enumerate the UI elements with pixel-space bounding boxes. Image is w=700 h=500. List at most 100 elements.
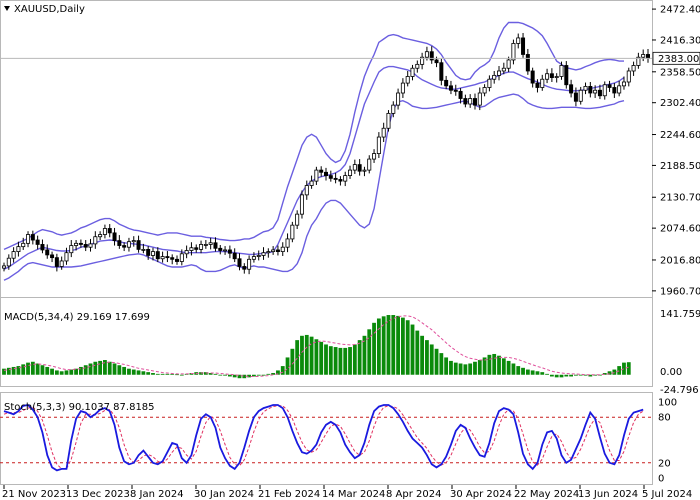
macd-bar (405, 320, 410, 375)
macd-bar (425, 340, 429, 375)
macd-bar (617, 366, 622, 375)
macd-bar (54, 370, 59, 375)
candle-up (11, 251, 16, 259)
candle-down (227, 249, 232, 254)
macd-bar (40, 365, 45, 375)
candle-down (218, 247, 223, 251)
bollinger-lower-line (3, 93, 625, 281)
stochastic-panel[interactable] (0, 404, 652, 472)
price-tick-label: 2188.50 (660, 161, 700, 172)
macd-bar (338, 347, 343, 375)
stochastic-tick-label: 80 (658, 413, 671, 424)
candle-up (285, 238, 290, 248)
price-tick-label: 2416.30 (660, 35, 700, 46)
candle-down (54, 257, 59, 267)
macd-bar (434, 348, 439, 375)
macd-bar (208, 373, 213, 375)
macd-bar (50, 368, 54, 375)
price-tick-label: 2130.70 (660, 193, 700, 204)
macd-bar (511, 363, 516, 375)
macd-bar (521, 367, 525, 375)
macd-title: MACD(5,34,4) 29.169 17.699 (4, 312, 150, 323)
macd-bar (449, 360, 453, 375)
stochastic-axis: 100 80 20 0 (658, 398, 677, 485)
macd-bar (179, 374, 184, 376)
macd-bar (525, 369, 530, 375)
candle-up (636, 56, 641, 66)
macd-bar (276, 370, 280, 375)
macd-bar (607, 371, 612, 375)
macd-bar (64, 370, 69, 375)
candle-up (304, 185, 309, 196)
macd-bar (112, 363, 117, 375)
candle-up (497, 70, 502, 76)
candle-up (59, 260, 64, 267)
candle-down (607, 84, 612, 88)
candle-up (578, 89, 583, 102)
macd-bar (213, 373, 218, 375)
macd-bar (400, 317, 405, 375)
candle-down (45, 249, 50, 256)
macd-bar (549, 374, 554, 377)
macd-bar (170, 373, 175, 375)
candle-up (21, 242, 26, 248)
candle-up (290, 224, 295, 240)
candle-up (314, 169, 319, 182)
candle-down (429, 51, 434, 61)
time-tick-label: 14 Mar 2024 (322, 489, 385, 500)
macd-bar (160, 373, 165, 375)
candle-up (492, 74, 497, 80)
stochastic-tick-label: 20 (658, 458, 671, 469)
macd-bar (21, 364, 26, 375)
time-tick-label: 30 Jan 2024 (194, 489, 254, 500)
candle-down (573, 92, 578, 102)
macd-bar (574, 374, 578, 376)
candle-down (155, 251, 160, 260)
macd-bar (59, 371, 64, 375)
macd-panel[interactable] (0, 297, 652, 379)
candle-down (564, 65, 569, 86)
candle-down (521, 37, 526, 55)
bollinger-bands (3, 21, 625, 281)
candle-down (165, 256, 170, 259)
macd-bar (381, 316, 386, 375)
price-tick-label: 2244.60 (660, 130, 700, 141)
price-panel[interactable] (0, 21, 652, 281)
candle-up (511, 43, 516, 61)
macd-bar (127, 368, 131, 375)
macd-bar (463, 364, 468, 375)
macd-bar (492, 353, 497, 375)
candle-down (530, 70, 535, 84)
price-panel-frame (0, 0, 653, 387)
time-tick-label: 30 Apr 2024 (450, 489, 512, 500)
macd-bar (583, 374, 588, 376)
bollinger-middle-line (3, 65, 625, 270)
macd-bar (554, 374, 559, 378)
candle-down (588, 85, 593, 94)
candle-down (107, 228, 112, 234)
macd-bar (348, 347, 352, 375)
macd-bar (309, 336, 314, 375)
time-tick-label: 8 Apr 2024 (386, 489, 441, 500)
candle-down (463, 98, 468, 105)
candle-up (102, 228, 107, 235)
candle-down (194, 247, 199, 250)
macd-bar (453, 362, 458, 375)
candle-down (597, 89, 602, 97)
macd-bar (223, 374, 227, 376)
macd-bar (218, 374, 223, 376)
candle-down (232, 252, 237, 260)
stochastic-main-line (3, 404, 644, 472)
candle-up (506, 59, 511, 69)
candle-up (189, 247, 194, 251)
macd-bar (103, 360, 107, 375)
macd-bar (396, 315, 400, 375)
time-tick-label: 13 Dec 2023 (66, 489, 130, 500)
macd-tick-label: 0.00 (660, 367, 682, 378)
candle-up (69, 245, 74, 254)
macd-bar (477, 360, 482, 375)
macd-bar (444, 357, 449, 375)
triangle-down-icon[interactable] (4, 6, 10, 11)
candle-down (549, 73, 554, 78)
